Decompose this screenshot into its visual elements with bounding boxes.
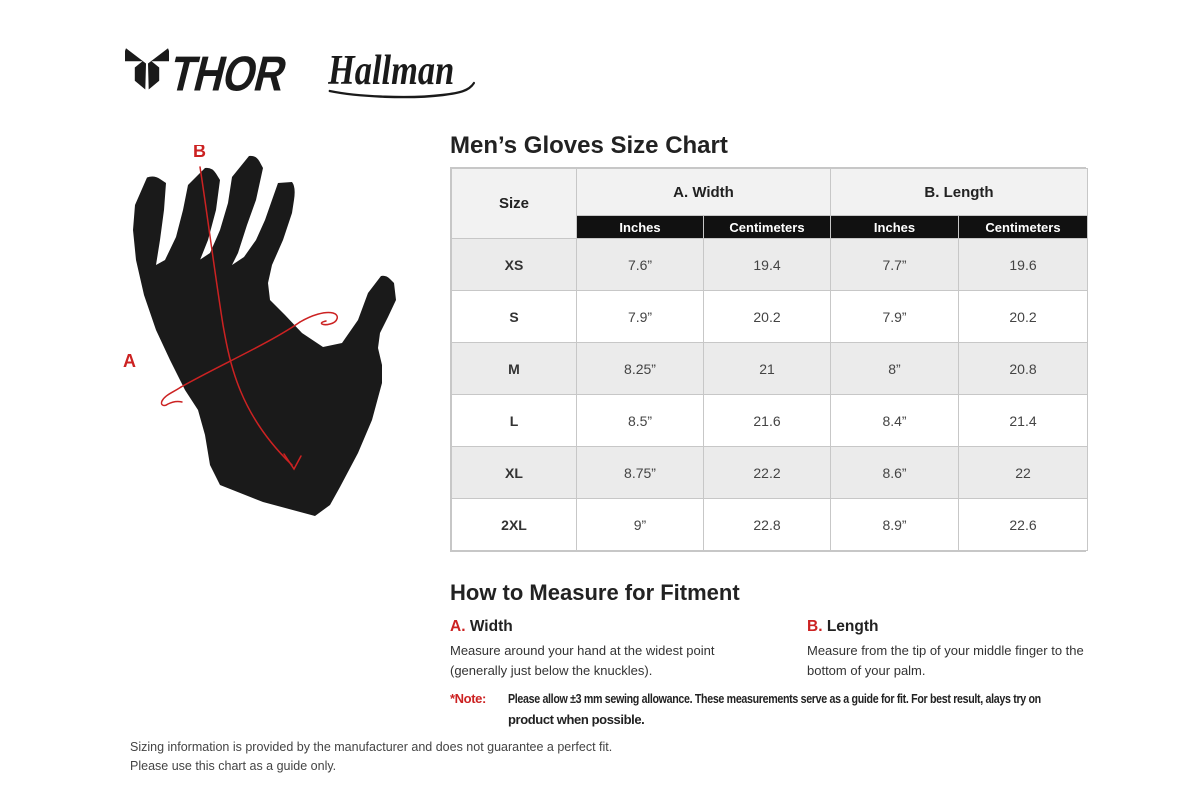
svg-text:A: A	[123, 351, 136, 371]
svg-text:B: B	[193, 145, 206, 161]
svg-text:Hallman: Hallman	[328, 48, 454, 94]
